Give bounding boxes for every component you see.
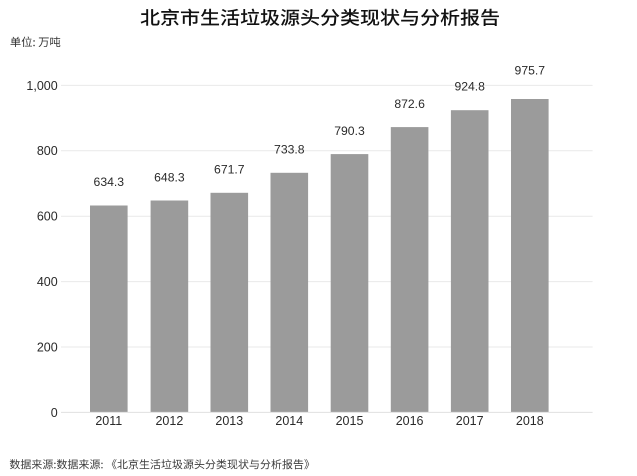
svg-text:2012: 2012	[155, 414, 183, 428]
svg-text:2013: 2013	[215, 414, 243, 428]
svg-text:2018: 2018	[516, 414, 544, 428]
svg-text:600: 600	[37, 210, 58, 224]
svg-text:924.8: 924.8	[454, 79, 485, 93]
svg-text:648.3: 648.3	[154, 170, 185, 184]
svg-text:800: 800	[37, 144, 58, 158]
svg-text:2015: 2015	[336, 414, 364, 428]
svg-text:400: 400	[37, 275, 58, 289]
svg-text:0: 0	[51, 406, 58, 420]
svg-text:2017: 2017	[456, 414, 484, 428]
svg-text:634.3: 634.3	[94, 175, 125, 189]
svg-text:200: 200	[37, 340, 58, 354]
svg-text:872.6: 872.6	[394, 97, 425, 111]
svg-text:975.7: 975.7	[515, 63, 546, 77]
svg-text:790.3: 790.3	[334, 124, 365, 138]
svg-text:2016: 2016	[396, 414, 424, 428]
svg-text:2011: 2011	[95, 414, 122, 428]
svg-text:2014: 2014	[275, 414, 303, 428]
svg-text:733.8: 733.8	[274, 142, 305, 156]
svg-text:1,000: 1,000	[26, 79, 57, 93]
svg-text:671.7: 671.7	[214, 163, 245, 177]
